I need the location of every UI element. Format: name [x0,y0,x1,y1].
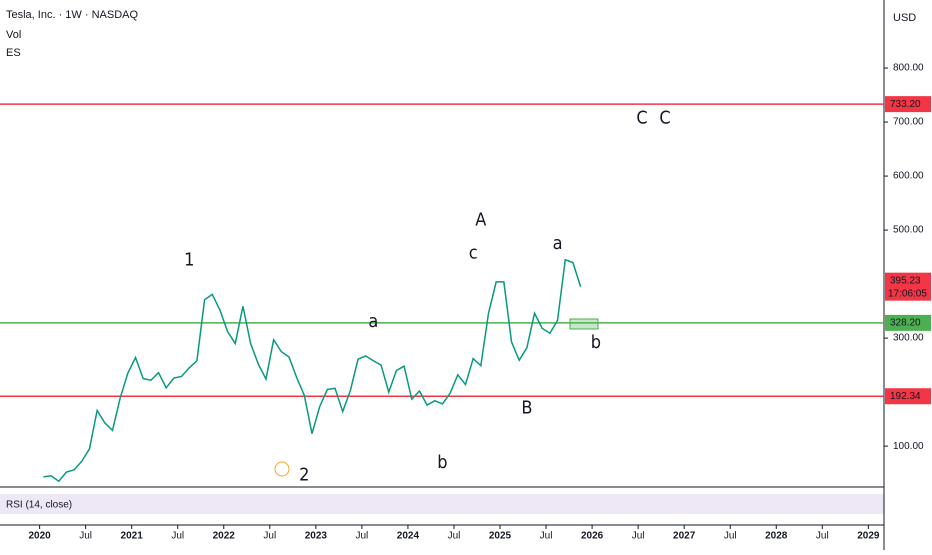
level-tag [885,314,931,331]
last-price-tag [885,272,931,301]
y-tick-label: 700.00 [893,117,924,128]
symbol-title: Tesla, Inc. · 1W · NASDAQ [6,9,138,21]
countdown-label: 17:06:05 [888,288,927,299]
wave-label: a [368,311,378,332]
level-tag [885,388,931,405]
x-tick-label: 2027 [673,531,696,542]
x-tick-label: Jul [355,531,368,542]
rsi-band [0,494,884,514]
currency-label[interactable]: USD [893,12,916,24]
target-box [569,318,599,330]
x-tick-label: 2025 [489,531,512,542]
x-tick-label: Jul [263,531,276,542]
x-tick-label: 2028 [765,531,788,542]
level-tag-label: 328.20 [890,318,921,329]
wave-label: a [553,233,563,254]
y-tick-label: 500.00 [893,225,924,236]
x-tick-label: Jul [632,531,645,542]
x-tick-label: 2022 [213,531,236,542]
price-line [43,258,582,483]
wave-label: b [591,332,601,353]
last-price-label: 395.23 [890,275,921,286]
rsi-label: RSI (14, close) [6,500,72,511]
x-tick-label: 2029 [857,531,880,542]
x-tick-label: 2023 [305,531,328,542]
x-tick-label: 2026 [581,531,604,542]
y-tick-label: 100.00 [893,441,924,452]
x-tick-label: 2020 [28,531,51,542]
level-tag [885,96,931,113]
y-tick-label: 600.00 [893,171,924,182]
x-tick-label: Jul [171,531,184,542]
level-tag-label: 192.34 [890,391,921,402]
y-tick-label: 800.00 [893,63,924,74]
y-tick-label: 300.00 [893,333,924,344]
indicator-label: ES [6,47,21,59]
wave-label: C [659,107,670,128]
wave-label: 1 [184,249,194,270]
x-tick-label: Jul [724,531,737,542]
x-tick-label: Jul [540,531,553,542]
dividend-icon[interactable] [274,461,290,477]
level-tag-label: 733.20 [890,99,921,110]
x-tick-label: 2021 [121,531,144,542]
x-tick-label: 2024 [397,531,420,542]
x-tick-label: Jul [448,531,461,542]
wave-label: b [437,452,447,473]
wave-label: c [469,242,478,263]
wave-label: B [521,397,532,418]
wave-label: A [475,209,486,230]
wave-label: 2 [299,464,309,485]
x-tick-label: Jul [816,531,829,542]
wave-label: C [636,107,647,128]
x-tick-label: Jul [79,531,92,542]
indicator-label: Vol [6,29,21,41]
